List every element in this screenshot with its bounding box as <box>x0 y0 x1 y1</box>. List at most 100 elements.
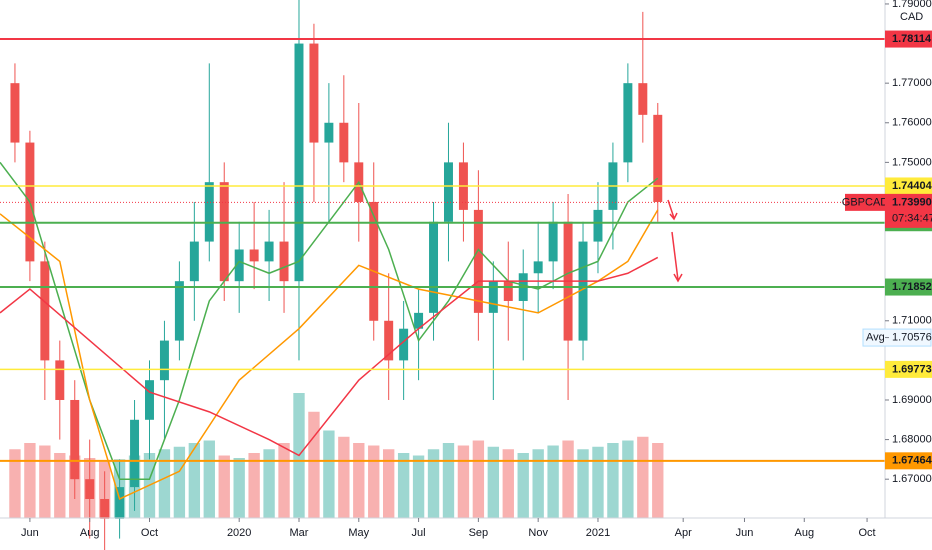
candle-body <box>488 281 498 313</box>
y-tick-label: 1.77000 <box>892 77 932 89</box>
candle-body <box>174 281 184 341</box>
volume-bar <box>427 449 440 518</box>
volume-bar <box>622 440 634 518</box>
candle-body <box>70 399 80 480</box>
y-tick-label: 1.68000 <box>892 433 932 445</box>
candle-body <box>473 209 483 313</box>
level-label-box <box>885 278 932 296</box>
candle-body <box>638 83 648 115</box>
volume-bar <box>368 445 380 518</box>
y-tick-label: 1.67000 <box>892 473 932 485</box>
last-price-label: 1.73990 <box>892 196 932 208</box>
symbol-box <box>845 193 885 211</box>
level-label-box <box>885 452 932 470</box>
volume-bar <box>308 411 320 518</box>
volume-bar <box>248 453 260 518</box>
axis-layer: 1.79000 1.77000 1.76000 1.75000 1.71000 1.690… <box>21 0 932 539</box>
average-value: 1.70576 <box>892 331 932 343</box>
volume-bar <box>637 436 649 518</box>
candle-body <box>279 241 289 282</box>
volume-bar <box>158 449 171 518</box>
candle-body <box>384 320 394 361</box>
volume-bar <box>54 453 66 518</box>
countdown: 07:34:47 <box>892 212 932 224</box>
x-tick-label: Aug <box>794 527 814 539</box>
candle-body <box>100 498 110 519</box>
candle-body <box>204 182 214 242</box>
x-tick-label: Jul <box>412 527 426 539</box>
plot-area <box>0 0 885 550</box>
y-tick-label: 1.76000 <box>892 117 932 129</box>
volume-bar <box>263 449 275 518</box>
candle-body <box>414 312 424 329</box>
y-tick-label: 1.75000 <box>892 156 932 168</box>
candle-body <box>264 241 274 262</box>
volume-bar <box>532 449 544 518</box>
candle-body <box>429 221 439 313</box>
average-name: Avg <box>866 331 885 343</box>
price-axis <box>885 0 932 518</box>
volume-bar <box>24 443 36 518</box>
volume-bar <box>412 455 425 518</box>
candle-body <box>503 281 513 301</box>
volume-bar <box>173 446 186 518</box>
candle-body <box>399 328 409 361</box>
volume-bar <box>278 443 290 518</box>
candle-body <box>130 419 140 488</box>
level-label: 1.67464 <box>892 455 932 467</box>
candle-body <box>10 83 20 143</box>
candle-body <box>40 261 50 361</box>
level-label-box <box>885 30 932 48</box>
candle-body <box>339 122 349 163</box>
y-tick-label: 1.69000 <box>892 394 932 406</box>
symbol-label: GBPCAD <box>842 196 889 208</box>
level-label-box <box>885 177 932 195</box>
x-tick-label: Nov <box>528 527 548 539</box>
candle-body <box>249 249 259 262</box>
volume-bar <box>218 455 230 518</box>
volume-bar <box>517 453 529 518</box>
candle-body <box>309 43 319 143</box>
candle-body <box>369 201 379 321</box>
level-label-box <box>885 360 932 378</box>
candle-body <box>324 122 334 143</box>
volume-bar <box>577 449 589 518</box>
candle-body <box>533 261 543 274</box>
drawn-arrows <box>667 199 683 283</box>
volume-bar <box>383 449 395 518</box>
average-box <box>862 328 932 347</box>
x-tick-label: Apr <box>675 527 692 539</box>
x-tick-label: Aug <box>80 527 100 539</box>
y-tick-label: 1.79000 <box>892 0 932 10</box>
candle-body <box>159 340 169 381</box>
level-label: 1.74404 <box>892 180 932 192</box>
volume-bar <box>203 440 215 518</box>
x-tick-label: 2021 <box>586 527 610 539</box>
x-tick-label: Oct <box>858 527 875 539</box>
candle-body <box>443 162 453 222</box>
volume-bar <box>442 443 455 518</box>
volume-bar <box>323 430 335 518</box>
x-tick-label: Sep <box>469 527 489 539</box>
x-tick-label: Jun <box>736 527 754 539</box>
volume-bar <box>39 445 51 518</box>
candle-body <box>548 221 558 262</box>
level-label: 1.71852 <box>892 281 932 293</box>
volume-bar <box>457 445 470 518</box>
candle-body <box>294 43 304 282</box>
currency-label: CAD <box>900 11 923 23</box>
volume-bar <box>652 443 664 518</box>
volume-bar <box>592 446 604 518</box>
volume-bar <box>353 443 365 518</box>
candle-body <box>85 479 95 499</box>
candle-body <box>653 114 663 202</box>
volume-bar <box>338 436 350 518</box>
last-price-box <box>885 193 932 228</box>
candle-body <box>219 182 229 282</box>
x-tick-label: Oct <box>141 527 158 539</box>
x-tick-label: Jun <box>21 527 39 539</box>
volume-bar <box>188 443 201 518</box>
volume-bar <box>562 440 574 518</box>
level-label: 1.78114 <box>892 33 932 45</box>
volume-bar <box>502 449 514 518</box>
